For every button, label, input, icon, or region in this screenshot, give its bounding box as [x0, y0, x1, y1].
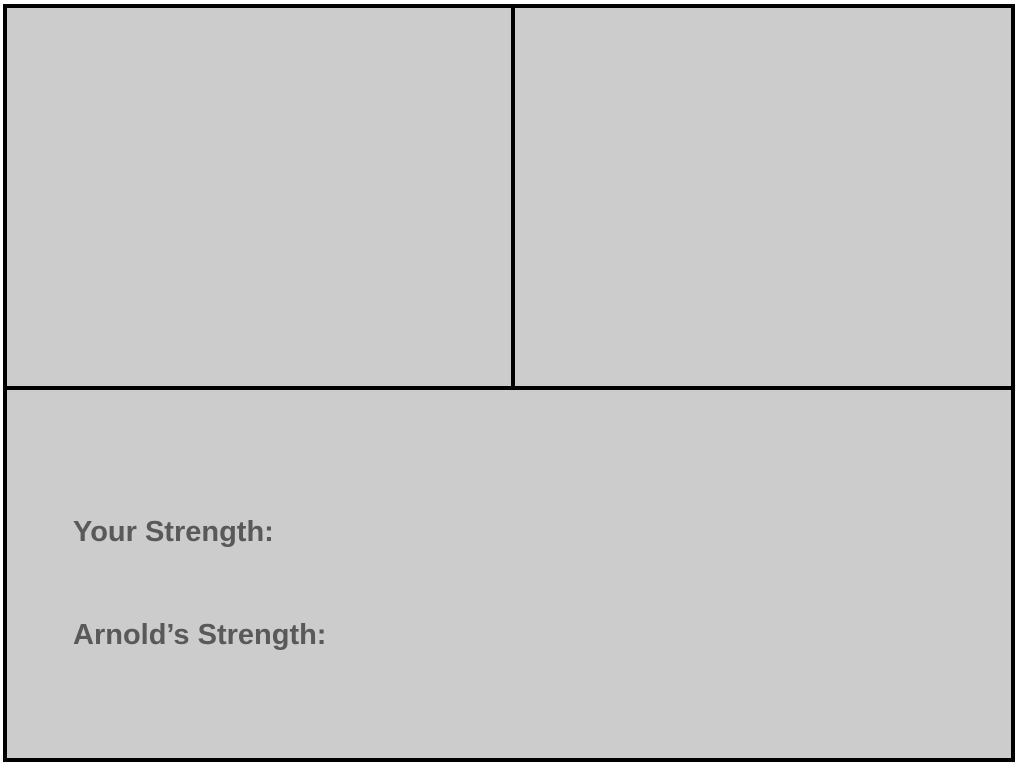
top-left-panel — [7, 8, 511, 386]
vertical-divider — [511, 8, 515, 386]
your-strength-label: Your Strength: — [73, 516, 274, 548]
arnold-strength-label: Arnold’s Strength: — [73, 619, 327, 651]
top-right-panel — [515, 8, 1011, 386]
stats-panel: Your Strength: Arnold’s Strength: — [7, 390, 1011, 758]
horizontal-divider — [7, 386, 1011, 390]
game-frame: Your Strength: Arnold’s Strength: — [3, 4, 1015, 762]
